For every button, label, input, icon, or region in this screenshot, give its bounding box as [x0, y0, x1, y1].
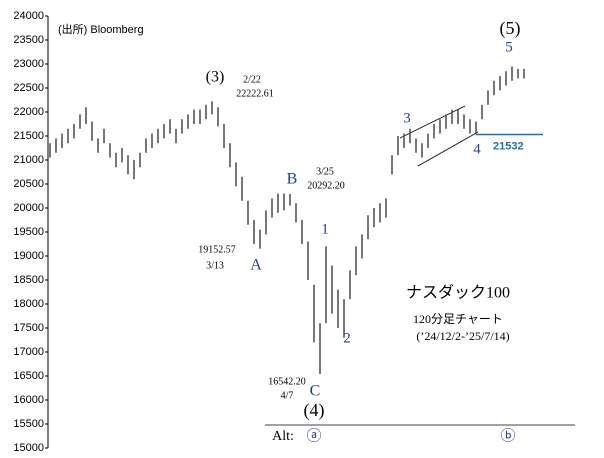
y-tick-label: 17000 — [13, 346, 44, 358]
y-tick-label: 19000 — [13, 250, 44, 262]
annotation: 3/13 — [206, 260, 224, 271]
y-tick-label: 22000 — [13, 106, 44, 118]
y-tick-label: 24000 — [13, 10, 44, 22]
y-tick-label: 22500 — [13, 82, 44, 94]
annotation: B — [287, 171, 298, 188]
annotation: 22222.61 — [236, 88, 274, 99]
annotation: ⓑ — [500, 427, 515, 444]
annotation: 20292.20 — [307, 180, 345, 191]
y-tick-label: 17500 — [13, 322, 44, 334]
y-tick-label: 23500 — [13, 34, 44, 46]
annotation: 5 — [505, 39, 513, 55]
annotation: 4 — [473, 141, 481, 157]
y-tick-label: 19500 — [13, 226, 44, 238]
y-tick-label: 18500 — [13, 274, 44, 286]
annotation: (’24/12/2-’25/7/14) — [416, 329, 509, 343]
annotation: Alt: — [272, 429, 294, 444]
channel-line — [417, 131, 479, 167]
annotation: 19152.57 — [198, 244, 236, 255]
annotation: (4) — [304, 400, 325, 421]
y-tick-label: 21500 — [13, 130, 44, 142]
channel-line — [399, 105, 466, 139]
y-tick-label: 15500 — [13, 418, 44, 430]
level-label: 21532 — [493, 140, 524, 152]
y-tick-label: 20500 — [13, 178, 44, 190]
annotation: (5) — [500, 18, 521, 39]
annotation: 2 — [343, 330, 351, 346]
y-tick-label: 16500 — [13, 370, 44, 382]
y-tick-label: 20000 — [13, 202, 44, 214]
annotation: 4/7 — [281, 390, 294, 401]
annotation: 1 — [321, 221, 329, 237]
annotation: 3/25 — [316, 166, 334, 177]
y-tick-label: 16000 — [13, 394, 44, 406]
y-tick-label: 15000 — [13, 442, 44, 454]
annotation: ⓐ — [306, 427, 321, 444]
annotation: (3) — [206, 69, 225, 86]
annotation: 2/22 — [243, 74, 261, 85]
y-tick-label: 23000 — [13, 58, 44, 70]
annotation: 16542.20 — [268, 376, 306, 387]
source: (出所) Bloomberg — [58, 22, 144, 36]
annotation: 3 — [403, 110, 411, 126]
y-tick-label: 18000 — [13, 298, 44, 310]
y-tick-label: 21000 — [13, 154, 44, 166]
annotation: 120分足チャート — [413, 312, 503, 326]
annotation: C — [310, 383, 321, 400]
annotation: A — [250, 257, 262, 274]
annotation: ナスダック100 — [406, 284, 510, 302]
